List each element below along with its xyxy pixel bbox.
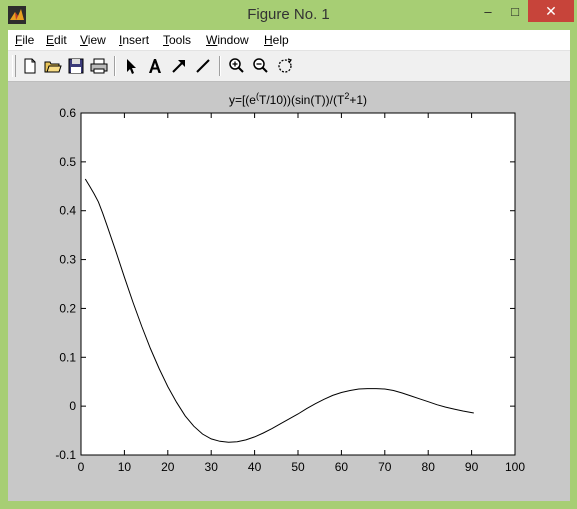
zoom-out-icon[interactable] [250, 56, 270, 76]
select-arrow-icon[interactable] [121, 56, 141, 76]
menu-file-label: ile [22, 33, 35, 47]
figure-canvas[interactable]: y=[(e(T/10))(sin(T))/(T2+1) 0 10 20 30 40 50 6… [8, 82, 570, 501]
menu-help[interactable]: Help [264, 33, 289, 47]
zoom-in-icon[interactable] [226, 56, 246, 76]
rotate-icon[interactable] [275, 56, 295, 76]
menu-help-label: elp [272, 33, 289, 47]
menu-insert-mnemonic: I [119, 33, 123, 47]
menu-window[interactable]: Window [206, 33, 249, 47]
menu-edit-label: dit [54, 33, 67, 47]
x-tick-label: 70 [378, 460, 392, 474]
menu-edit-mnemonic: E [46, 33, 55, 47]
title-bar[interactable]: Figure No. 1 – □ ✕ [0, 0, 577, 30]
save-icon[interactable] [66, 56, 86, 76]
y-tick-label: 0.5 [59, 155, 76, 169]
y-axis: -0.1 0 0.1 0.2 0.3 0.4 0.5 0.6 [55, 106, 515, 462]
x-tick-label: 10 [118, 460, 132, 474]
x-tick-label: 30 [205, 460, 219, 474]
print-icon[interactable] [89, 56, 109, 76]
menu-help-mnemonic: H [264, 33, 273, 47]
window-title: Figure No. 1 [247, 6, 330, 23]
insert-line-icon[interactable] [193, 56, 213, 76]
minimize-button[interactable]: – [484, 3, 492, 19]
maximize-button[interactable]: □ [511, 3, 519, 19]
chart-title: y=[(e(T/10))(sin(T))/(T2+1) [229, 91, 367, 107]
x-tick-label: 80 [422, 460, 436, 474]
y-tick-label: -0.1 [55, 448, 76, 462]
open-folder-icon[interactable] [43, 56, 63, 76]
menu-file-mnemonic: F [15, 33, 23, 47]
y-tick-label: 0.3 [59, 253, 76, 267]
insert-arrow-icon[interactable] [169, 56, 189, 76]
menu-insert-label: nsert [122, 33, 150, 47]
toolbar [8, 51, 570, 82]
menu-bar: File Edit View Insert Tools Window Help [8, 30, 570, 51]
x-tick-label: 100 [505, 460, 525, 474]
menu-view-mnemonic: V [80, 33, 88, 47]
plot-svg[interactable]: y=[(e(T/10))(sin(T))/(T2+1) 0 10 20 30 40 50 6… [8, 82, 570, 501]
x-tick-label: 50 [291, 460, 305, 474]
matlab-icon[interactable] [8, 6, 26, 24]
x-tick-label: 40 [248, 460, 262, 474]
menu-view[interactable]: View [80, 33, 106, 47]
axes-box[interactable] [80, 112, 516, 456]
insert-text-icon[interactable] [145, 56, 165, 76]
menu-view-label: iew [87, 33, 106, 47]
chart-title-part-5: +1) [349, 93, 367, 107]
menu-window-mnemonic: W [206, 33, 218, 47]
menu-tools-mnemonic: T [163, 33, 169, 47]
menu-edit[interactable]: Edit [46, 33, 67, 47]
menu-tools[interactable]: Tools [163, 33, 191, 47]
y-tick-label: 0.1 [59, 350, 76, 364]
y-tick-label: 0.6 [59, 106, 76, 120]
toolbar-separator-1 [114, 56, 116, 76]
x-tick-label: 60 [335, 460, 349, 474]
x-axis: 0 10 20 30 40 50 60 70 80 90 100 [78, 113, 525, 474]
data-line [84, 178, 474, 443]
toolbar-separator-2 [219, 56, 221, 76]
chart-title-part-4: 2 [344, 91, 349, 101]
x-tick-label: 0 [78, 460, 85, 474]
menu-tools-label: ools [169, 33, 192, 47]
y-tick-label: 0 [69, 399, 76, 413]
chart-title-part-3: T/10))(sin(T))/(T [259, 93, 345, 107]
x-tick-label: 90 [465, 460, 479, 474]
y-tick-label: 0.4 [59, 204, 76, 218]
menu-window-label: indow [217, 33, 249, 47]
menu-file[interactable]: File [15, 33, 34, 47]
chart-title-part-2: ( [256, 91, 259, 101]
menu-insert[interactable]: Insert [119, 33, 149, 47]
chart-title-part-1: y=[(e [229, 93, 256, 107]
new-file-icon[interactable] [20, 56, 40, 76]
toolbar-grip[interactable] [12, 55, 16, 77]
close-button[interactable]: ✕ [528, 0, 574, 22]
y-tick-label: 0.2 [59, 301, 76, 315]
x-tick-label: 20 [161, 460, 175, 474]
